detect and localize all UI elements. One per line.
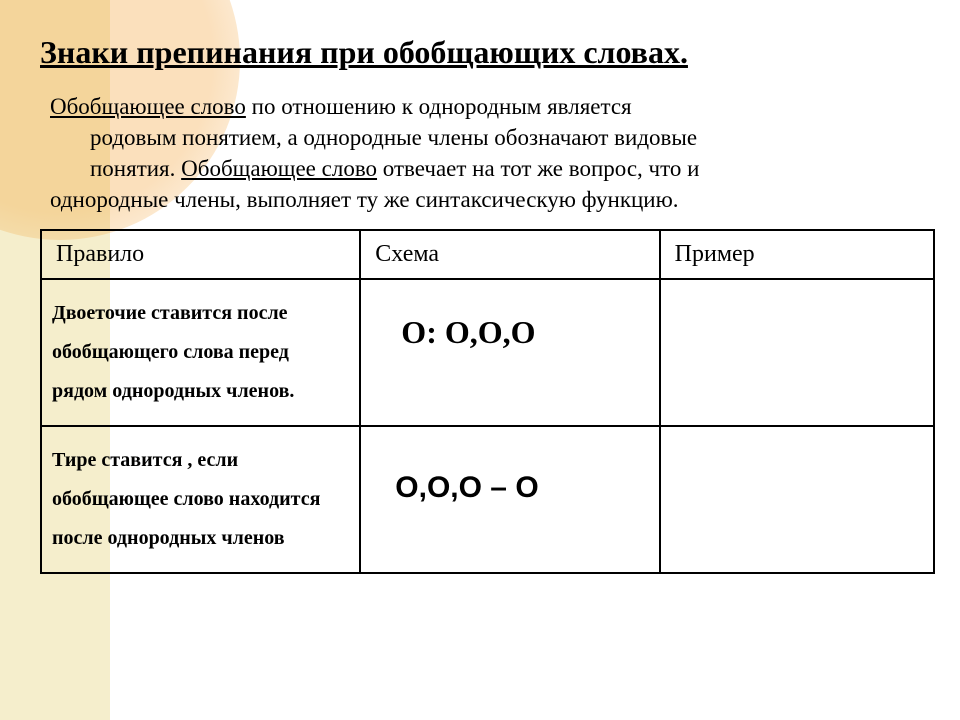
rule-text-1: Двоеточие ставится после обобщающего сло… [52,294,343,411]
desc-text-3b: отвечает на тот же вопрос, что и [377,156,699,181]
cell-example-2 [660,426,934,573]
schema-text-2: О,О,О – О [371,441,642,505]
table-row: Тире ставится , если обобщающее слово на… [41,426,934,573]
cell-schema-1: О: О,О,О [360,279,659,426]
rule-text-2: Тире ставится , если обобщающее слово на… [52,441,343,558]
header-example: Пример [660,230,934,279]
desc-line-3: понятия. Обобщающее слово отвечает на то… [50,153,942,184]
cell-schema-2: О,О,О – О [360,426,659,573]
rules-table: Правило Схема Пример Двоеточие ставится … [40,229,935,574]
desc-text-1: по отношению к однородным является [246,94,632,119]
cell-rule-1: Двоеточие ставится после обобщающего сло… [41,279,360,426]
slide-content: Знаки препинания при обобщающих словах. … [40,34,942,574]
desc-text-4: однородные члены, выполняет ту же синтак… [50,184,942,215]
term-underline-2: Обобщающее слово [181,156,377,181]
header-schema: Схема [360,230,659,279]
cell-rule-2: Тире ставится , если обобщающее слово на… [41,426,360,573]
term-underline-1: Обобщающее слово [50,94,246,119]
slide-description: Обобщающее слово по отношению к однородн… [40,91,942,215]
schema-text-1: О: О,О,О [371,294,642,351]
desc-text-2: родовым понятием, а однородные члены обо… [50,122,942,153]
slide-title: Знаки препинания при обобщающих словах. [40,34,942,71]
desc-text-3a: понятия. [90,156,181,181]
header-rule: Правило [41,230,360,279]
table-header-row: Правило Схема Пример [41,230,934,279]
cell-example-1 [660,279,934,426]
table-row: Двоеточие ставится после обобщающего сло… [41,279,934,426]
